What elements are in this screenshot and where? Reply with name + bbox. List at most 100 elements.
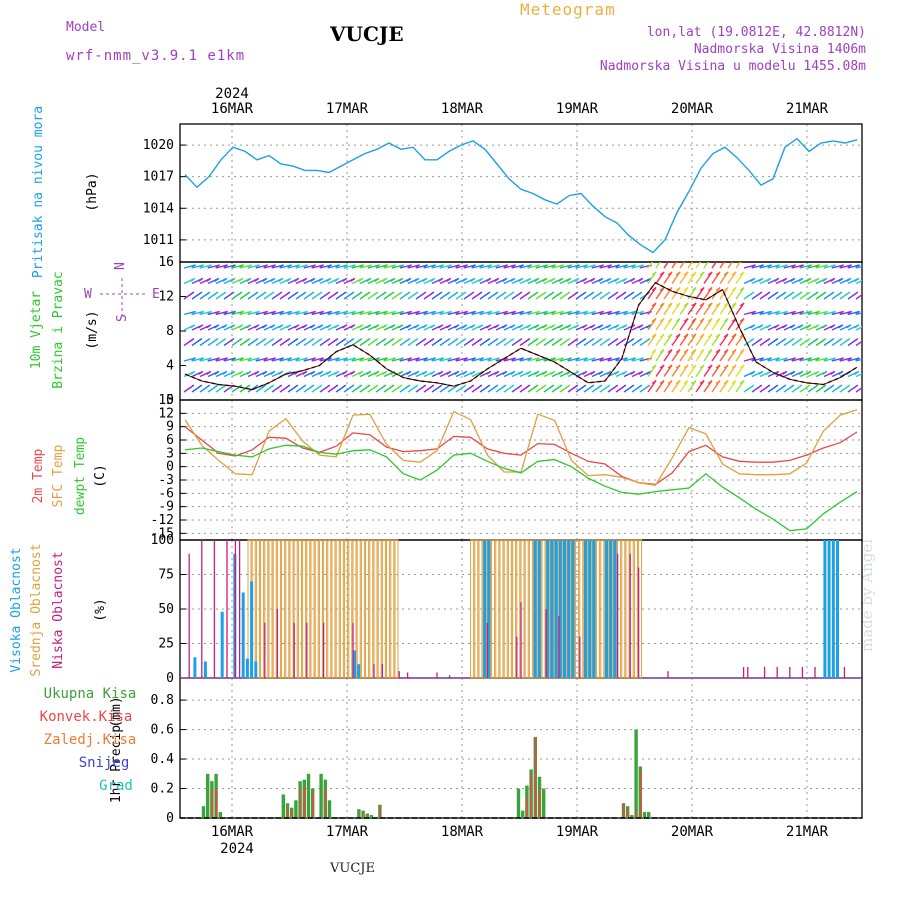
wind-barb-flag (838, 324, 844, 329)
xtick-bottom-label: 16MAR (211, 824, 254, 840)
year-top-label: 2024 (215, 86, 249, 102)
wind-barb-flag (573, 384, 579, 389)
wind-barb (663, 364, 673, 377)
wind-barb-flag (526, 277, 532, 282)
wind-barb (703, 380, 713, 393)
wind-barb (767, 264, 780, 269)
wind-barb (191, 310, 204, 316)
wind-barb-flag (350, 277, 356, 282)
wind-barb (703, 287, 713, 300)
wind-barb-flag (581, 384, 587, 389)
wind-barb-flag (254, 277, 260, 282)
precip-legend-item: Zaledj.Kisa (44, 732, 137, 748)
ytick-label-wind: 4 (166, 359, 174, 374)
wind-barb-flag (301, 291, 307, 296)
mid-cloud-bar (524, 539, 529, 679)
wind-barb (575, 264, 588, 269)
wind-barb-flag (870, 339, 874, 342)
wind-barb-flag (739, 318, 745, 323)
wind-barb-flag (214, 324, 220, 329)
wind-barb-flag (659, 287, 665, 292)
mid-cloud-bar (625, 539, 630, 679)
wind-barb (855, 279, 862, 285)
wind-barb (535, 264, 548, 269)
wind-barb-flag (454, 324, 460, 329)
wind-barb-flag (723, 364, 729, 369)
wind-barb-flag (214, 277, 220, 282)
wind-barb (855, 386, 862, 393)
wind-barb-flag (605, 291, 611, 296)
wind-barb-flag (253, 384, 259, 389)
wind-barb-flag (325, 338, 331, 343)
wind-barb (647, 271, 657, 284)
wind-barb-flag (613, 338, 619, 343)
wind-barb-flag (558, 370, 564, 375)
xtick-top-label: 18MAR (441, 101, 484, 117)
wind-barb (215, 264, 228, 269)
wind-barb-flag (318, 324, 324, 329)
wind-barb-flag (683, 364, 689, 369)
wind-barb-flag (302, 277, 308, 282)
wind-barb-flag (699, 380, 705, 385)
wind-barb-flag (589, 338, 595, 343)
wind-barb-flag (429, 384, 435, 389)
mid-cloud-bar (381, 539, 386, 679)
wind-barb-flag (813, 291, 819, 296)
wind-barb-flag (829, 338, 835, 343)
wind-barb (687, 271, 697, 284)
wind-barb-flag (822, 277, 828, 282)
high-cloud-bar (554, 540, 558, 678)
wind-barb-flag (373, 291, 379, 296)
mid-cloud-bar (356, 539, 361, 679)
mid-cloud-bar (264, 539, 269, 679)
precip-unit: (mm) (109, 696, 124, 727)
wind-barb-flag (739, 364, 745, 369)
wind-barb-flag (597, 384, 603, 389)
wind-barb-flag (438, 277, 444, 282)
high-cloud-bar (250, 581, 254, 678)
wind-barb-flag (541, 338, 547, 343)
wind-barb-flag (830, 277, 836, 282)
wind-barb-flag (806, 277, 812, 282)
wind-barb (695, 318, 705, 331)
wind-barb-flag (699, 271, 705, 276)
ytick-label-temperature: 6 (166, 433, 174, 448)
wind-barb-flag (749, 384, 755, 389)
wind-barb (279, 310, 292, 316)
wind-barb-flag (221, 338, 227, 343)
wind-barb-flag (189, 338, 195, 343)
wind-barb-flag (382, 370, 388, 375)
wind-barb-flag (773, 338, 779, 343)
wind-barb-flag (598, 370, 604, 375)
wind-barb (679, 380, 689, 393)
wind-barb-flag (366, 370, 372, 375)
wind-barb (711, 349, 721, 362)
model-label: Model (66, 20, 106, 35)
precip-conv-bar (299, 788, 302, 818)
wind-barb (295, 310, 308, 316)
wind-barb (287, 357, 300, 362)
compass-e: E (152, 287, 160, 302)
wind-barb (703, 302, 713, 315)
wind-barb-flag (691, 333, 697, 338)
wind-barb (295, 357, 308, 362)
ytick-label-temperature: 9 (166, 420, 174, 435)
wind-barb-flag (477, 338, 483, 343)
wind-barb-flag (590, 324, 596, 329)
wind-barb (343, 264, 356, 269)
wind-barb-flag (707, 271, 713, 276)
wind-barb-flag (453, 338, 459, 343)
wind-barb (487, 264, 500, 269)
wind-barb (831, 310, 844, 316)
wind-barb (455, 357, 468, 362)
wind-barb-flag (198, 277, 204, 282)
wind-barb-flag (806, 324, 812, 329)
wind-barb (655, 271, 665, 284)
wind-barb-flag (863, 278, 867, 281)
wind-barb-flag (731, 302, 737, 307)
wind-barb-flag (872, 265, 876, 268)
high-cloud-bar (609, 540, 613, 678)
wind-barb-flag (437, 291, 443, 296)
wind-barb-flag (518, 324, 524, 329)
wind-barb-flag (318, 370, 324, 375)
